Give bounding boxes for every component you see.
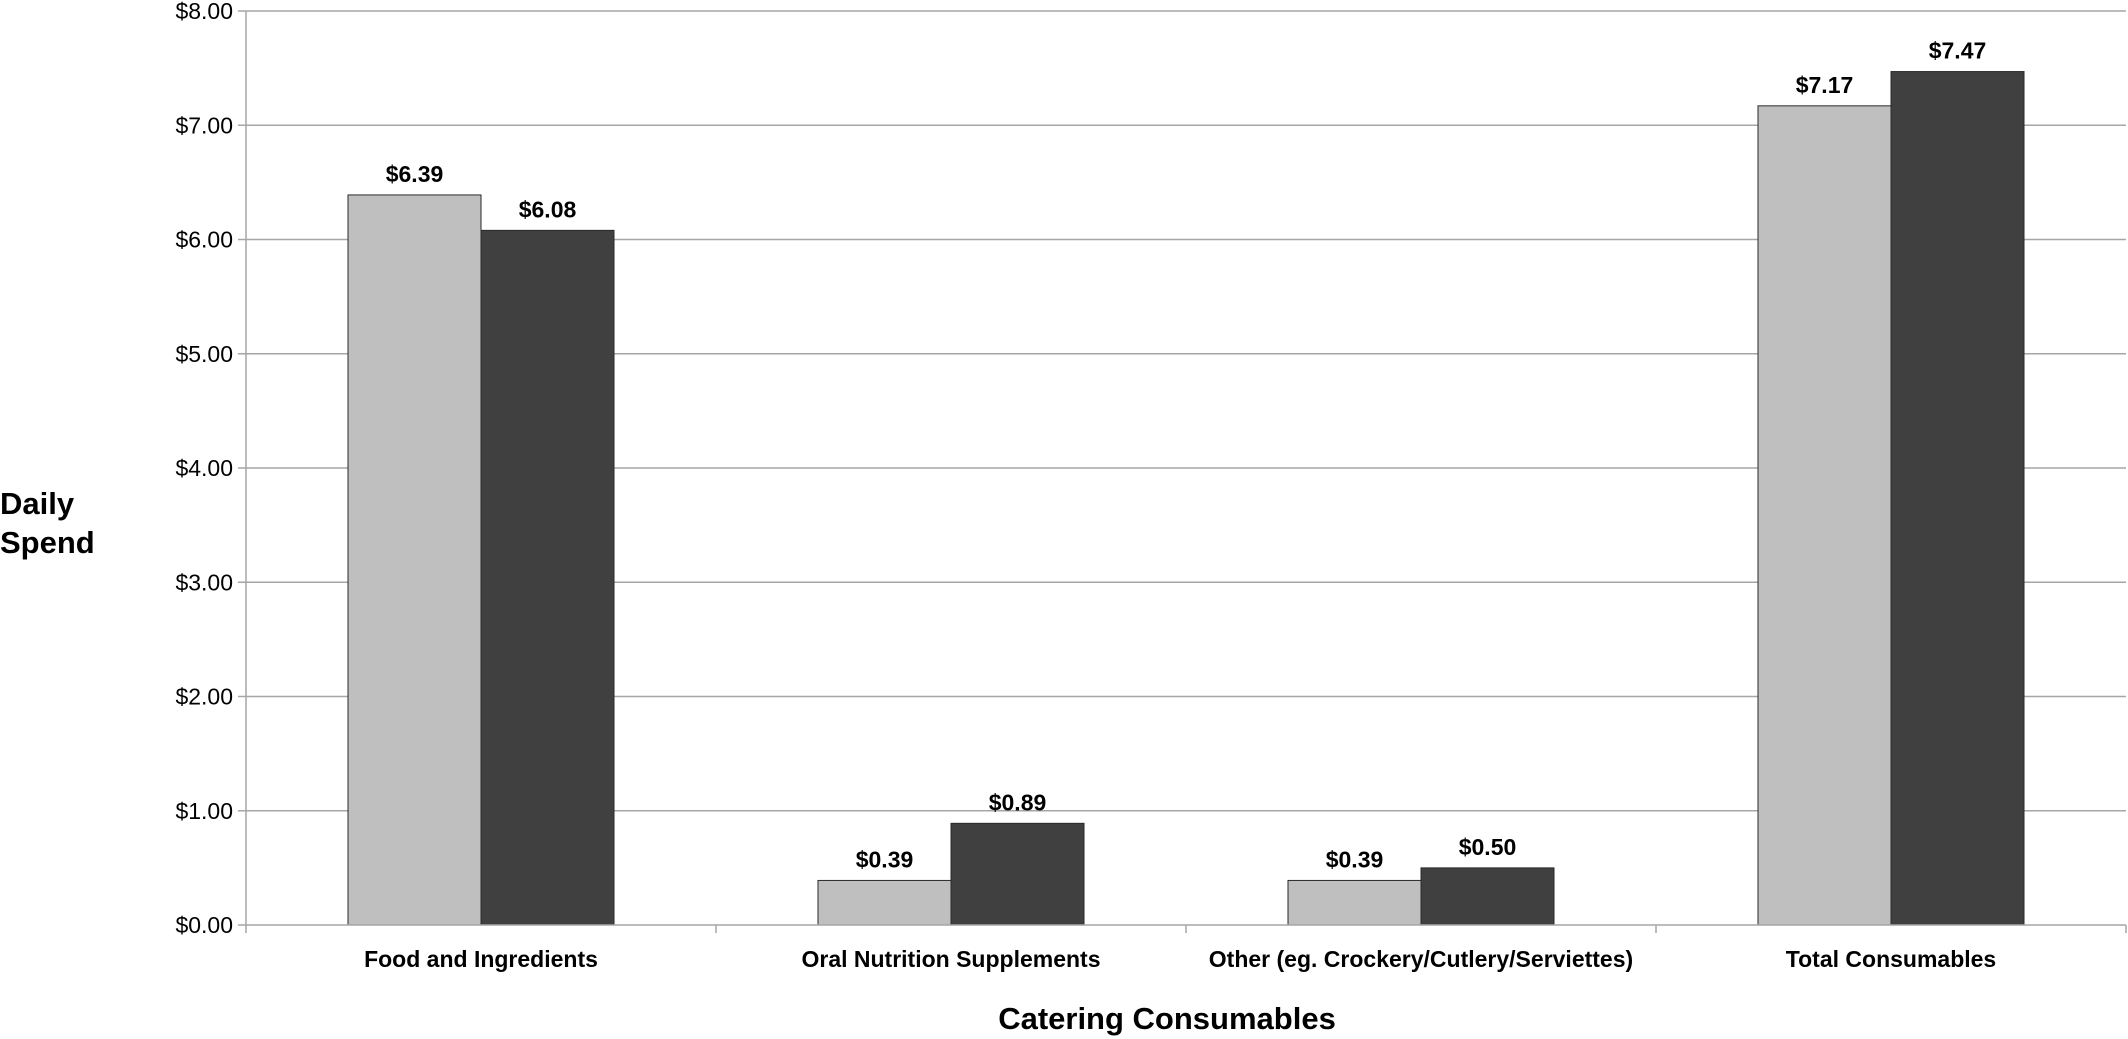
x-axis-title: Catering Consumables: [998, 1001, 1336, 1036]
data-label: $0.39: [1326, 846, 1384, 872]
data-label: $7.47: [1929, 38, 1987, 64]
data-label: $0.50: [1459, 834, 1517, 860]
y-tick-labels: $0.00 $1.00 $2.00 $3.00 $4.00 $5.00 $6.00 $7.00…: [175, 0, 233, 938]
data-labels: $6.39 $6.08 $0.39 $0.89 $0.39 $0.50 $7.17 $7.47: [386, 38, 1987, 873]
y-tick-label: $3.00: [175, 569, 233, 595]
y-tick-label: $1.00: [175, 798, 233, 824]
bar-dark-2: [1420, 867, 1555, 926]
y-tick-label: $7.00: [175, 112, 233, 138]
x-category-label: Total Consumables: [1786, 946, 1996, 972]
bar-dark-3: [1890, 71, 2025, 926]
bar-dark-0: [480, 229, 615, 926]
data-label: $0.89: [989, 789, 1047, 815]
bars: [347, 71, 2025, 926]
y-tick-label: $4.00: [175, 455, 233, 481]
bar-light-2: [1287, 879, 1422, 926]
y-tick-label: $5.00: [175, 341, 233, 367]
bar-light-0: [347, 194, 482, 926]
axis-titles: Daily Spend Catering Consumables: [0, 486, 1336, 1036]
bar-light-3: [1757, 105, 1892, 926]
data-label: $6.08: [519, 196, 577, 222]
y-tick-label: $0.00: [175, 912, 233, 938]
y-tick-label: $6.00: [175, 227, 233, 253]
x-category-labels: Food and Ingredients Oral Nutrition Suppl…: [364, 946, 1996, 972]
y-tick-label: $8.00: [175, 0, 233, 24]
axes: [238, 10, 2127, 933]
x-category-label: Oral Nutrition Supplements: [801, 946, 1100, 972]
y-tick-label: $2.00: [175, 684, 233, 710]
data-label: $6.39: [386, 161, 444, 187]
bar-dark-1: [950, 822, 1085, 926]
x-category-label: Food and Ingredients: [364, 946, 598, 972]
x-category-label: Other (eg. Crockery/Cutlery/Serviettes): [1209, 946, 1633, 972]
data-label: $7.17: [1796, 72, 1854, 98]
y-axis-title-line-1: Daily: [0, 486, 75, 521]
y-axis-title-line-2: Spend: [0, 525, 95, 560]
data-label: $0.39: [856, 846, 914, 872]
bar-light-1: [817, 879, 952, 926]
